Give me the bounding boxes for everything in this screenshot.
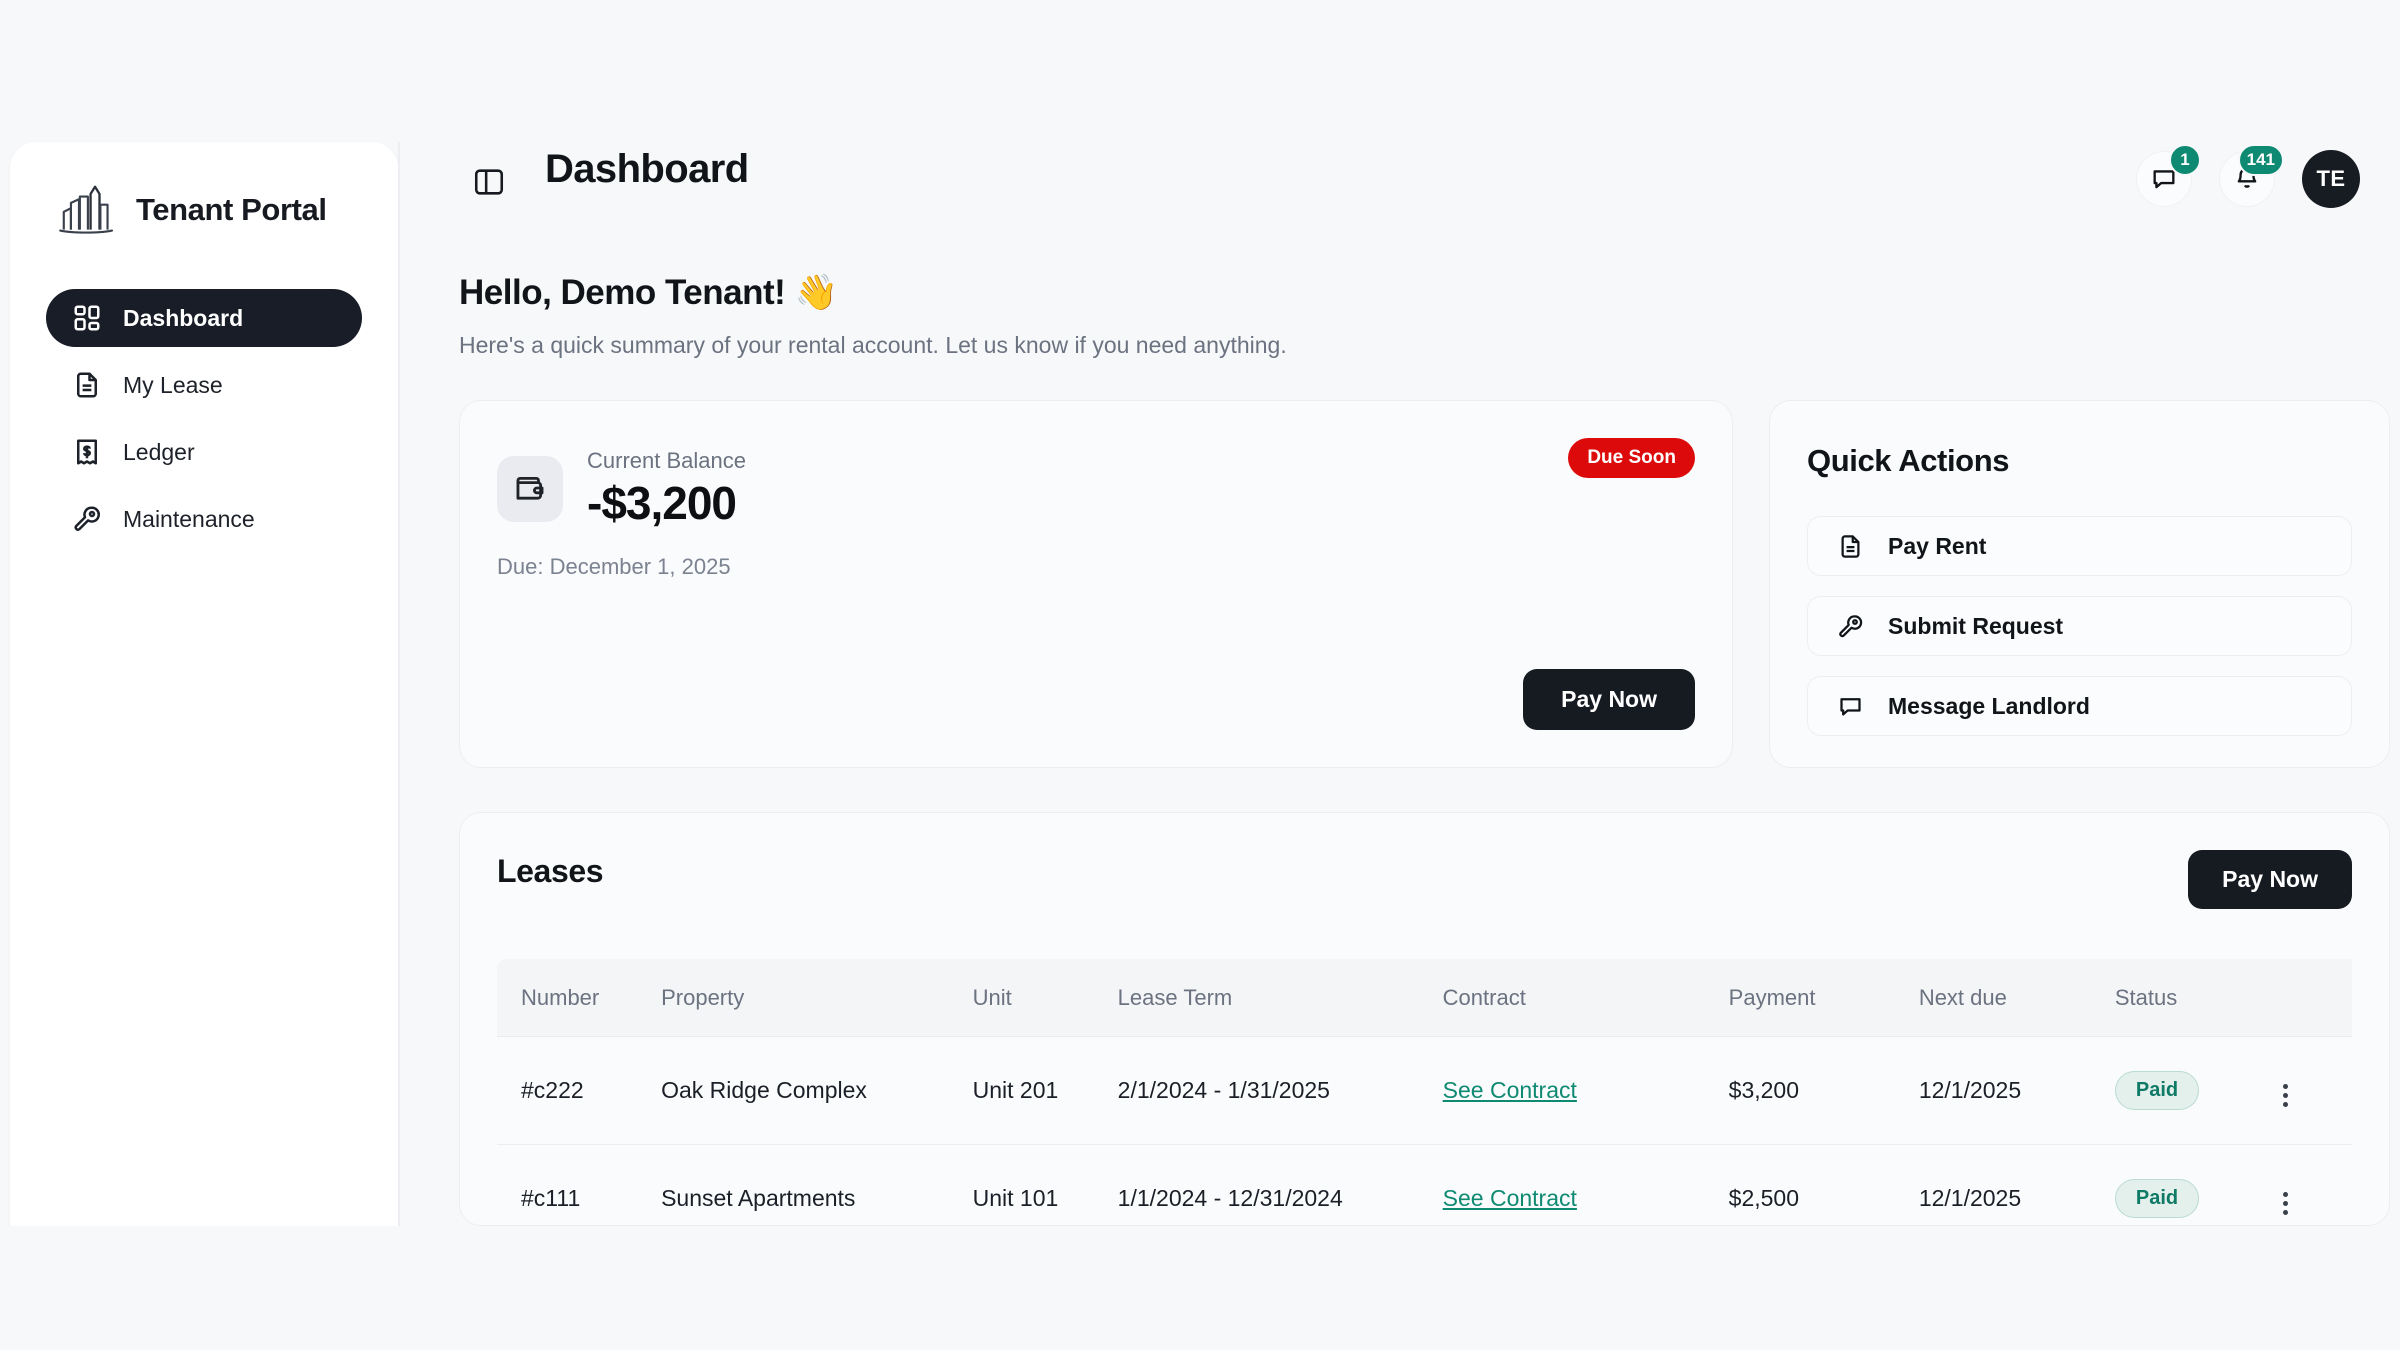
cell-next-due: 12/1/2025 <box>1918 1036 2115 1145</box>
topbar-actions: 1 141 TE <box>2136 144 2360 208</box>
quick-action-label: Message Landlord <box>1888 692 2090 719</box>
cell-status: Paid <box>2114 1036 2278 1145</box>
messages-button[interactable]: 1 <box>2136 144 2201 207</box>
greeting: Hello, Demo Tenant! 👋 Here's a quick sum… <box>459 272 1287 359</box>
cell-actions <box>2277 1036 2352 1145</box>
wallet-icon <box>516 476 544 500</box>
pay-now-button[interactable]: Pay Now <box>1523 669 1695 730</box>
wrench-icon <box>74 506 100 531</box>
notifications-badge: 141 <box>2237 144 2284 176</box>
sidebar-item-maintenance[interactable]: Maintenance <box>46 490 362 548</box>
quick-actions-title: Quick Actions <box>1807 443 2010 478</box>
balance-due-date: Due: December 1, 2025 <box>497 554 731 579</box>
quick-actions-card: Quick Actions Pay Rent Submit Request <box>1769 400 2390 768</box>
grid-icon <box>74 305 100 331</box>
see-contract-link[interactable]: See Contract <box>1442 1077 1577 1103</box>
leases-pay-now-button[interactable]: Pay Now <box>2188 850 2352 909</box>
notifications-button[interactable]: 141 <box>2219 144 2284 207</box>
table-row[interactable]: #c111 Sunset Apartments Unit 101 1/1/202… <box>497 1144 2352 1225</box>
col-actions <box>2277 959 2352 1037</box>
app-root: Tenant Portal Dashboard My Lease <box>10 140 2390 1226</box>
col-payment: Payment <box>1728 959 1919 1037</box>
col-next-due: Next due <box>1918 959 2115 1037</box>
wallet-icon-wrap <box>497 456 563 522</box>
messages-badge: 1 <box>2169 144 2201 176</box>
cell-unit: Unit 101 <box>972 1144 1118 1225</box>
cell-contract: See Contract <box>1442 1144 1729 1225</box>
quick-action-label: Submit Request <box>1888 612 2064 639</box>
sidebar-divider <box>398 142 400 1226</box>
cell-unit: Unit 201 <box>972 1036 1118 1145</box>
avatar[interactable]: TE <box>2302 150 2360 208</box>
row-menu-icon[interactable] <box>2277 1078 2294 1113</box>
buildings-icon <box>59 185 114 234</box>
balance-amount: -$3,200 <box>587 477 737 529</box>
see-contract-link[interactable]: See Contract <box>1442 1185 1577 1211</box>
balance-header: Current Balance -$3,200 <box>497 448 746 530</box>
row-menu-icon[interactable] <box>2277 1186 2294 1221</box>
status-badge: Paid <box>2114 1179 2200 1218</box>
sidebar-item-dashboard[interactable]: Dashboard <box>46 289 362 347</box>
leases-table: Number Property Unit Lease Term Contract… <box>497 959 2352 1225</box>
status-badge: Due Soon <box>1568 438 1695 478</box>
cell-actions <box>2277 1144 2352 1225</box>
quick-action-submit-request[interactable]: Submit Request <box>1807 596 2352 656</box>
topbar: Dashboard 1 141 TE <box>440 140 2380 230</box>
sidebar-item-label: Ledger <box>123 438 195 465</box>
wrench-icon <box>1839 614 1863 637</box>
brand: Tenant Portal <box>10 142 398 235</box>
leases-table-head: Number Property Unit Lease Term Contract… <box>497 959 2352 1037</box>
cell-property: Oak Ridge Complex <box>661 1036 973 1145</box>
balance-label: Current Balance <box>587 448 746 473</box>
cell-term: 2/1/2024 - 1/31/2025 <box>1117 1036 1443 1145</box>
sidebar-item-my-lease[interactable]: My Lease <box>46 356 362 414</box>
leases-table-body: #c222 Oak Ridge Complex Unit 201 2/1/202… <box>497 1036 2352 1225</box>
col-lease-term: Lease Term <box>1117 959 1443 1037</box>
quick-action-message-landlord[interactable]: Message Landlord <box>1807 676 2352 736</box>
cell-payment: $3,200 <box>1728 1036 1919 1145</box>
col-status: Status <box>2114 959 2278 1037</box>
chat-bubble-icon <box>1840 697 1861 715</box>
cell-contract: See Contract <box>1442 1036 1729 1145</box>
status-badge: Paid <box>2114 1071 2200 1110</box>
sidebar-item-label: Maintenance <box>123 505 255 532</box>
chat-bubble-icon <box>2153 170 2175 189</box>
leases-card: Leases Pay Now Number Property Unit Leas… <box>459 812 2390 1226</box>
table-header-row: Number Property Unit Lease Term Contract… <box>497 959 2352 1037</box>
cell-property: Sunset Apartments <box>661 1144 973 1225</box>
cell-term: 1/1/2024 - 12/31/2024 <box>1117 1144 1443 1225</box>
greeting-heading: Hello, Demo Tenant! 👋 <box>459 273 838 312</box>
page-bottom-area <box>0 1226 2400 1350</box>
quick-actions-list: Pay Rent Submit Request Message Landlord <box>1807 516 2352 736</box>
cell-number: #c111 <box>497 1144 662 1225</box>
sidebar-nav: Dashboard My Lease Ledger <box>10 289 398 548</box>
greeting-subtext: Here's a quick summary of your rental ac… <box>459 332 1287 358</box>
quick-action-pay-rent[interactable]: Pay Rent <box>1807 516 2352 576</box>
sidebar-item-label: My Lease <box>123 371 223 398</box>
cell-payment: $2,500 <box>1728 1144 1919 1225</box>
receipt-dollar-icon <box>77 439 97 465</box>
sidebar-toggle-icon[interactable] <box>472 165 506 199</box>
cell-number: #c222 <box>497 1036 662 1145</box>
cell-next-due: 12/1/2025 <box>1918 1144 2115 1225</box>
col-number: Number <box>497 959 662 1037</box>
document-icon <box>1841 534 1860 558</box>
sidebar: Tenant Portal Dashboard My Lease <box>10 142 398 1226</box>
table-row[interactable]: #c222 Oak Ridge Complex Unit 201 2/1/202… <box>497 1036 2352 1145</box>
col-contract: Contract <box>1442 959 1729 1037</box>
cell-status: Paid <box>2114 1144 2278 1225</box>
leases-title: Leases <box>497 853 604 889</box>
sidebar-item-ledger[interactable]: Ledger <box>46 423 362 481</box>
page-title: Dashboard <box>545 147 749 191</box>
col-property: Property <box>661 959 973 1037</box>
quick-action-label: Pay Rent <box>1888 532 1987 559</box>
brand-title: Tenant Portal <box>136 192 327 227</box>
sidebar-item-label: Dashboard <box>123 304 244 331</box>
document-icon <box>77 372 97 398</box>
current-balance-card: Current Balance -$3,200 Due: December 1,… <box>459 400 1733 768</box>
col-unit: Unit <box>972 959 1118 1037</box>
